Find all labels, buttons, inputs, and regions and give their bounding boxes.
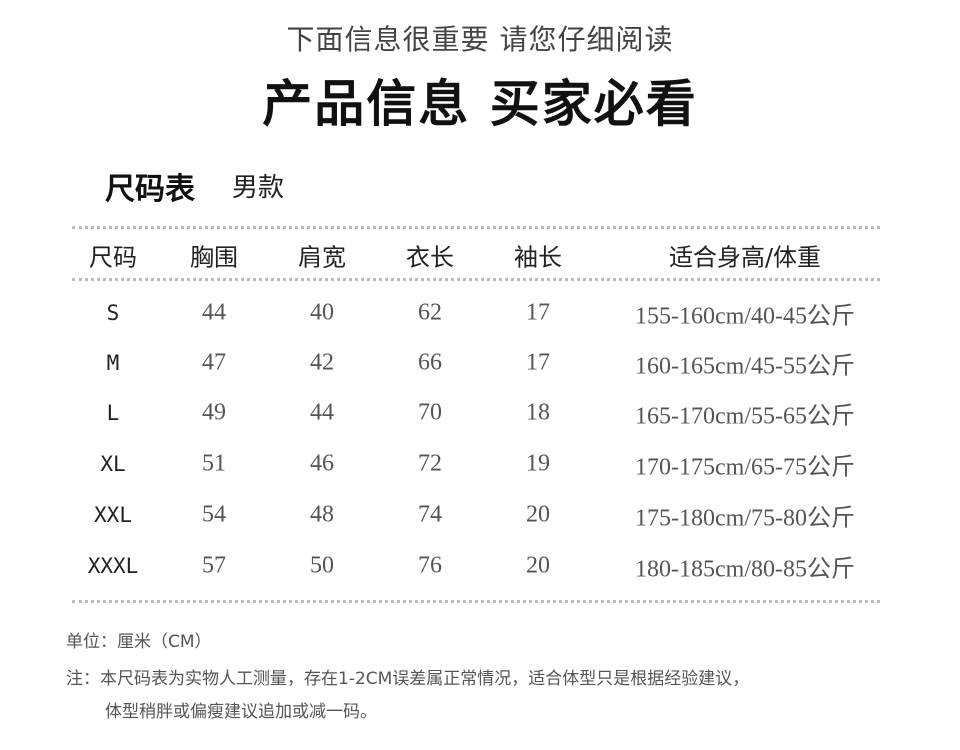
table-cell: 49 xyxy=(202,399,226,426)
note-line-1: 注：本尺码表为实物人工测量，存在1-2CM误差属正常情况，适合体型只是根据经验建… xyxy=(66,669,750,689)
section-title: 尺码表 xyxy=(105,172,195,207)
table-cell: 51 xyxy=(202,450,226,477)
table-cell: 18 xyxy=(526,399,550,426)
table-cell: 20 xyxy=(526,501,550,528)
column-header: 尺码 xyxy=(89,243,137,272)
table-cell: 62 xyxy=(418,299,442,326)
size-label: M xyxy=(106,351,120,375)
table-cell: 20 xyxy=(526,552,550,579)
table-cell: 170-175cm/65-75公斤 xyxy=(635,454,855,481)
divider-bottom xyxy=(72,600,880,603)
table-cell: 50 xyxy=(310,552,334,579)
column-header: 袖长 xyxy=(514,243,562,272)
table-cell: 48 xyxy=(310,501,334,528)
divider-top xyxy=(72,226,880,229)
table-cell: 66 xyxy=(418,349,442,376)
table-cell: 44 xyxy=(202,299,226,326)
table-cell: 76 xyxy=(418,552,442,579)
table-cell: 54 xyxy=(202,501,226,528)
table-cell: 160-165cm/45-55公斤 xyxy=(635,353,855,380)
header-subtitle: 下面信息很重要 请您仔细阅读 xyxy=(286,23,674,56)
table-cell: 74 xyxy=(418,501,442,528)
table-cell: 17 xyxy=(526,349,550,376)
column-header: 适合身高/体重 xyxy=(668,243,822,272)
unit-note: 单位：厘米（CM） xyxy=(66,632,212,652)
table-cell: 47 xyxy=(202,349,226,376)
table-cell: 19 xyxy=(526,450,550,477)
table-cell: 17 xyxy=(526,299,550,326)
size-label: XXL xyxy=(94,503,132,527)
size-label: XL xyxy=(100,452,126,476)
table-cell: 46 xyxy=(310,450,334,477)
column-header: 衣长 xyxy=(406,243,454,272)
table-cell: 180-185cm/80-85公斤 xyxy=(635,556,855,583)
size-label: S xyxy=(106,301,120,325)
column-header: 肩宽 xyxy=(298,243,346,272)
note-line-2: 体型稍胖或偏瘦建议追加或减一码。 xyxy=(105,702,377,722)
section-subtitle: 男款 xyxy=(232,173,285,203)
page-title: 产品信息 买家必看 xyxy=(262,75,698,133)
table-cell: 70 xyxy=(418,399,442,426)
table-cell: 57 xyxy=(202,552,226,579)
table-cell: 165-170cm/55-65公斤 xyxy=(635,403,855,430)
table-cell: 175-180cm/75-80公斤 xyxy=(635,505,855,532)
table-cell: 40 xyxy=(310,299,334,326)
column-header: 胸围 xyxy=(190,243,238,272)
size-label: L xyxy=(106,401,120,425)
table-cell: 155-160cm/40-45公斤 xyxy=(635,303,855,330)
divider-header xyxy=(72,278,880,281)
table-cell: 42 xyxy=(310,349,334,376)
table-cell: 72 xyxy=(418,450,442,477)
table-cell: 44 xyxy=(310,399,334,426)
size-label: XXXL xyxy=(87,554,139,578)
